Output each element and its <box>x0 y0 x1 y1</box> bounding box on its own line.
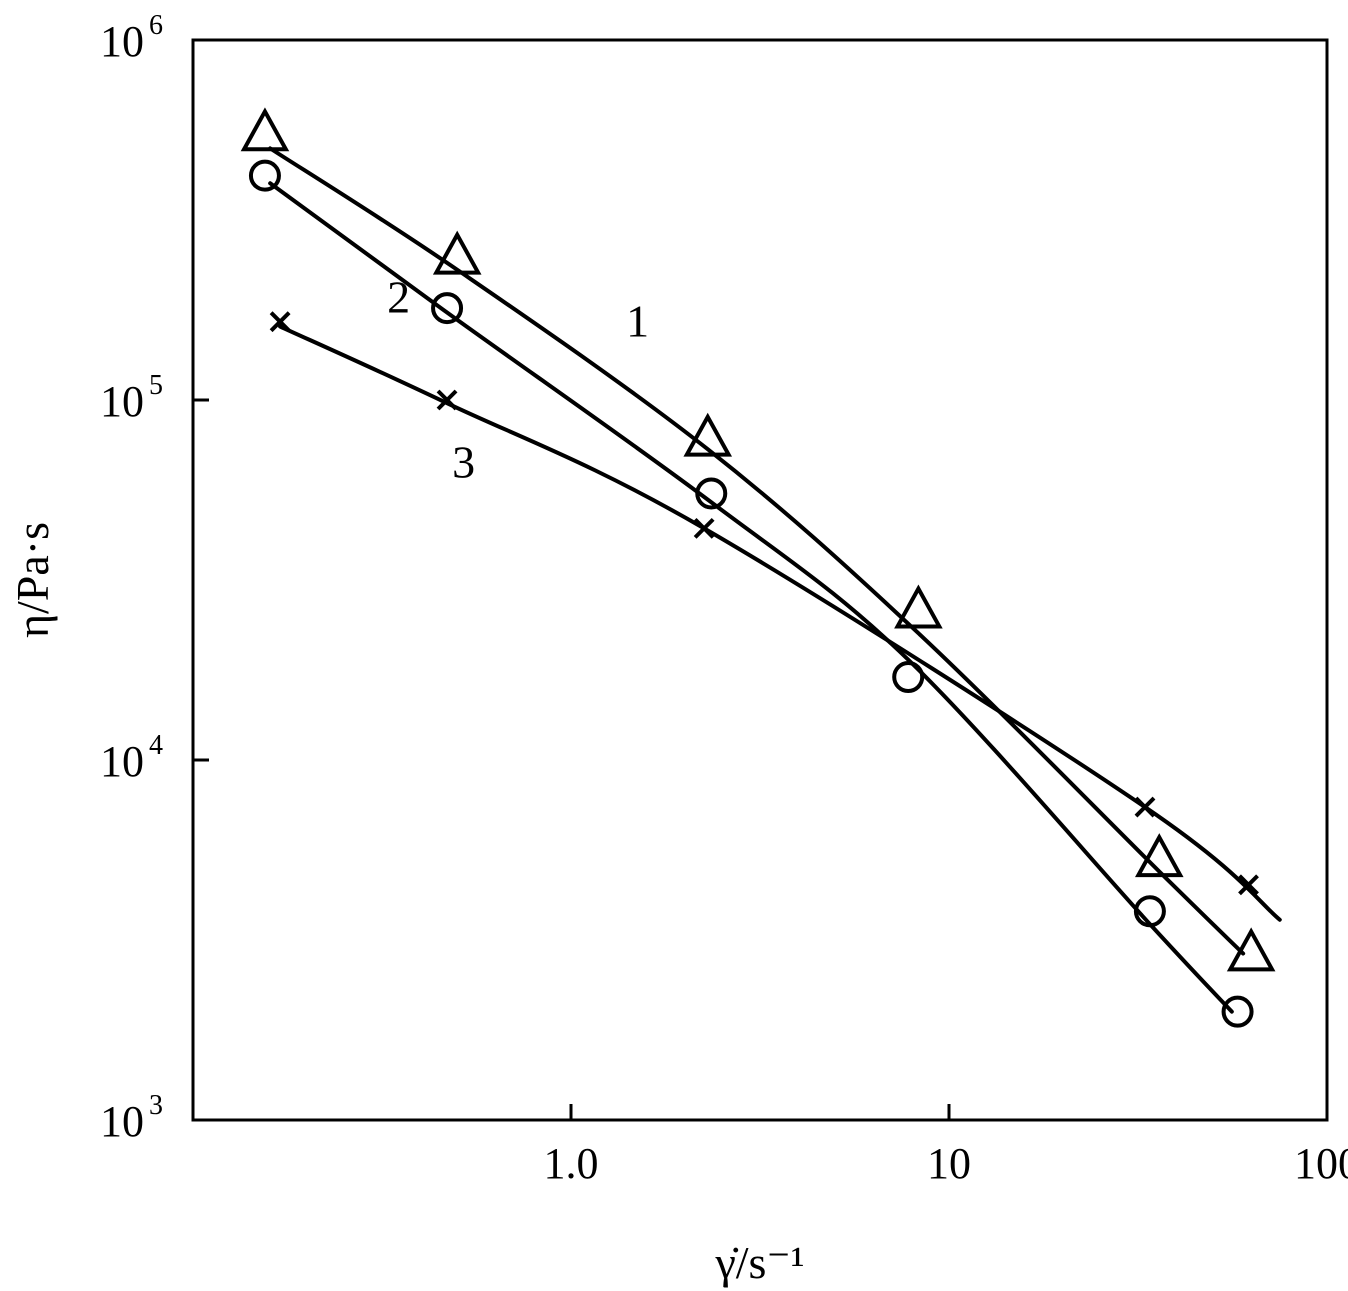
x-tick-label: 1.0 <box>544 1139 599 1188</box>
x-marker <box>693 517 715 539</box>
triangle-marker <box>683 412 733 457</box>
y-tick-exponent: 4 <box>149 730 163 761</box>
circle-marker <box>892 661 925 694</box>
triangle-marker <box>432 230 482 275</box>
x-axis-title: γ̇/s⁻¹ <box>714 1237 804 1288</box>
plot-frame <box>191 38 1329 1122</box>
x-marker <box>436 389 458 411</box>
x-tick-label: 10 <box>927 1139 971 1188</box>
series-line <box>278 324 1282 922</box>
triangle-marker <box>1134 833 1184 878</box>
series-3: 3 <box>269 311 1282 922</box>
y-tick-exponent: 5 <box>149 370 163 401</box>
series-1: 1 <box>240 107 1276 972</box>
y-tick-label: 10 5 <box>100 370 163 426</box>
series-2: 2 <box>248 159 1254 1028</box>
y-tick-exponent: 6 <box>149 10 163 41</box>
y-tick-label: 10 3 <box>100 1090 163 1146</box>
y-tick-base: 10 <box>100 737 144 786</box>
circle-marker <box>248 159 281 192</box>
x-marker <box>1134 796 1156 818</box>
circle-marker <box>1221 995 1254 1028</box>
tick-labels: 1.010100103104105106 <box>100 10 1348 1188</box>
y-tick-base: 10 <box>100 377 144 426</box>
series-label: 2 <box>387 272 410 323</box>
x-marker <box>269 311 291 333</box>
series-line <box>268 146 1246 956</box>
circle-marker <box>431 292 464 325</box>
series-label: 1 <box>626 296 649 347</box>
triangle-marker <box>894 584 943 629</box>
series-layer: 1 2 3 <box>240 107 1282 1028</box>
series-label: 3 <box>452 436 475 487</box>
y-tick-label: 10 4 <box>100 730 163 786</box>
series-line <box>268 181 1234 1014</box>
y-tick-exponent: 3 <box>149 1090 163 1121</box>
circle-marker <box>695 477 728 510</box>
y-tick-base: 10 <box>100 17 144 66</box>
x-tick-label: 100 <box>1294 1139 1348 1188</box>
triangle-marker <box>1226 927 1276 972</box>
y-tick-base: 10 <box>100 1097 144 1146</box>
y-tick-label: 10 6 <box>100 10 163 66</box>
circle-marker <box>1133 895 1166 928</box>
x-marker <box>1238 874 1259 896</box>
y-axis-title: η/Pa·s <box>7 522 58 638</box>
triangle-marker <box>240 107 290 152</box>
